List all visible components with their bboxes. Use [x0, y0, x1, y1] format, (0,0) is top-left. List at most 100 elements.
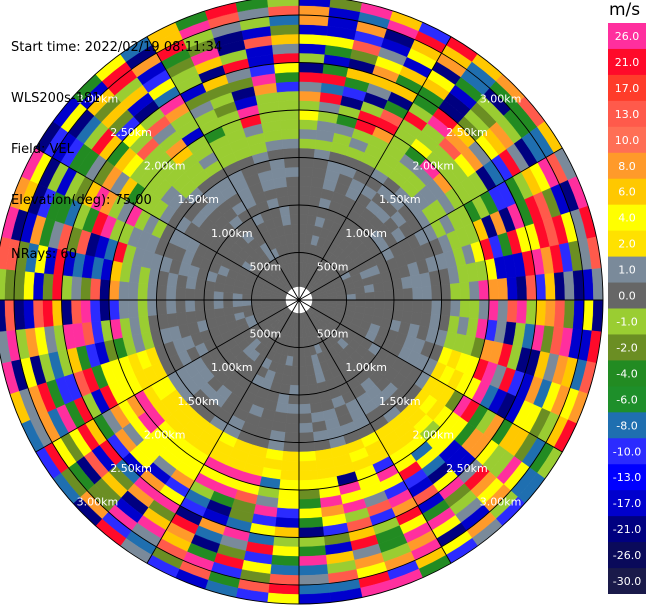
velocity-gate	[13, 299, 26, 331]
velocity-gate	[298, 488, 321, 500]
velocity-gate	[61, 299, 73, 326]
range-ring-label: 1.00km	[211, 361, 253, 374]
velocity-gate	[137, 282, 149, 301]
velocity-gate	[298, 460, 318, 472]
velocity-gate	[281, 138, 300, 150]
velocity-gate	[32, 299, 45, 329]
velocity-gate	[289, 375, 300, 386]
velocity-gate	[287, 394, 300, 405]
range-ring-label: 1.50km	[177, 395, 219, 408]
velocity-gate	[0, 268, 7, 301]
range-ring-label: 500m	[250, 328, 282, 341]
range-ring-label: 1.00km	[211, 227, 253, 240]
colorbar-unit: m/s	[609, 0, 641, 20]
range-ring-label: 2.00km	[144, 428, 186, 441]
velocity-gate	[383, 299, 395, 311]
velocity-gate	[194, 299, 205, 312]
velocity-gate	[232, 292, 243, 301]
plot-info: Start time: 2022/02/19 08:11:34 WLS200s-…	[11, 5, 222, 280]
velocity-gate	[298, 100, 321, 112]
velocity-gate	[269, 24, 300, 36]
velocity-gate	[23, 299, 35, 330]
colorbar-swatch	[608, 230, 646, 258]
velocity-gate	[298, 119, 319, 131]
velocity-gate	[487, 299, 499, 322]
velocity-gate	[591, 268, 604, 301]
colorbar-tick-label: 10.0	[615, 134, 640, 147]
velocity-gate	[298, 185, 312, 197]
velocity-gate	[497, 277, 509, 301]
colorbar-tick-label: 1.0	[618, 264, 636, 277]
range-ring-label: 3.00km	[77, 92, 119, 105]
velocity-gate	[544, 299, 556, 328]
velocity-gate	[156, 299, 167, 316]
velocity-gate	[298, 14, 330, 27]
colorbar-swatch	[608, 126, 646, 154]
velocity-gate	[118, 299, 130, 320]
velocity-gate	[346, 293, 357, 301]
velocity-gate	[506, 299, 518, 324]
velocity-gate	[146, 283, 158, 301]
velocity-gate	[184, 299, 196, 313]
velocity-gate	[298, 157, 315, 168]
colorbar-swatch	[608, 204, 646, 232]
velocity-gate	[286, 185, 300, 197]
colorbar-tick-label: -17.0	[613, 497, 641, 510]
velocity-gate	[280, 128, 300, 140]
velocity-gate	[270, 33, 300, 46]
azimuth-spoke	[35, 147, 300, 301]
velocity-gate	[402, 299, 414, 313]
velocity-gate	[283, 432, 300, 443]
velocity-gate	[251, 299, 262, 306]
range-ring-labels: 500m 500m 500m 500m 1.00km 1.00km 1.00km 1.00km…	[77, 92, 522, 508]
field-label: Field: VEL	[11, 142, 74, 157]
velocity-gate	[298, 214, 309, 225]
colorbar-swatch	[608, 360, 646, 387]
velocity-gate	[298, 479, 320, 491]
velocity-gate	[288, 204, 300, 216]
colorbar: 26.0 21.0 17.0 13.0 10.0 8.0 6.0 4.0 2.0 1.0 0.0 -1…	[608, 23, 646, 594]
velocity-gate	[298, 573, 330, 586]
velocity-gate	[298, 0, 331, 8]
colorbar-tick-label: -8.0	[616, 419, 637, 432]
velocity-gate	[412, 299, 423, 314]
azimuth-spoke	[298, 299, 452, 564]
range-ring-label: 3.00km	[77, 496, 119, 509]
velocity-gate	[298, 469, 319, 481]
velocity-gate	[298, 384, 310, 396]
velocity-gate	[298, 138, 317, 150]
velocity-gate	[298, 223, 308, 235]
velocity-gate	[449, 299, 461, 318]
azimuth-spoke	[146, 36, 300, 301]
velocity-gate	[284, 166, 300, 178]
colorbar-tick-label: -1.0	[616, 315, 637, 328]
velocity-gate	[268, 14, 300, 27]
velocity-gate	[431, 284, 442, 301]
velocity-gate	[383, 289, 395, 301]
velocity-gate	[89, 299, 101, 323]
colorbar-swatch	[608, 282, 646, 309]
velocity-gate	[516, 299, 528, 325]
colorbar-swatch	[608, 412, 646, 439]
instrument-label: WLS200s-181	[11, 91, 101, 106]
velocity-gate	[0, 299, 7, 332]
velocity-gate	[421, 299, 433, 315]
velocity-gate	[355, 299, 366, 308]
velocity-gate	[421, 285, 433, 301]
range-ring-label: 1.50km	[379, 193, 421, 206]
velocity-gate	[286, 403, 300, 415]
velocity-gate	[298, 450, 317, 462]
velocity-gate	[273, 526, 300, 538]
colorbar-swatch	[608, 516, 646, 543]
colorbar-swatch	[608, 100, 646, 128]
velocity-gate	[553, 299, 566, 329]
colorbar-tick-label: -21.0	[613, 523, 641, 536]
velocity-gate	[298, 432, 315, 443]
velocity-gate	[273, 62, 300, 74]
velocity-gate	[271, 545, 300, 557]
colorbar-swatch	[608, 308, 646, 335]
velocity-gate	[516, 275, 528, 301]
velocity-gate	[298, 517, 324, 529]
velocity-gate	[298, 24, 329, 36]
